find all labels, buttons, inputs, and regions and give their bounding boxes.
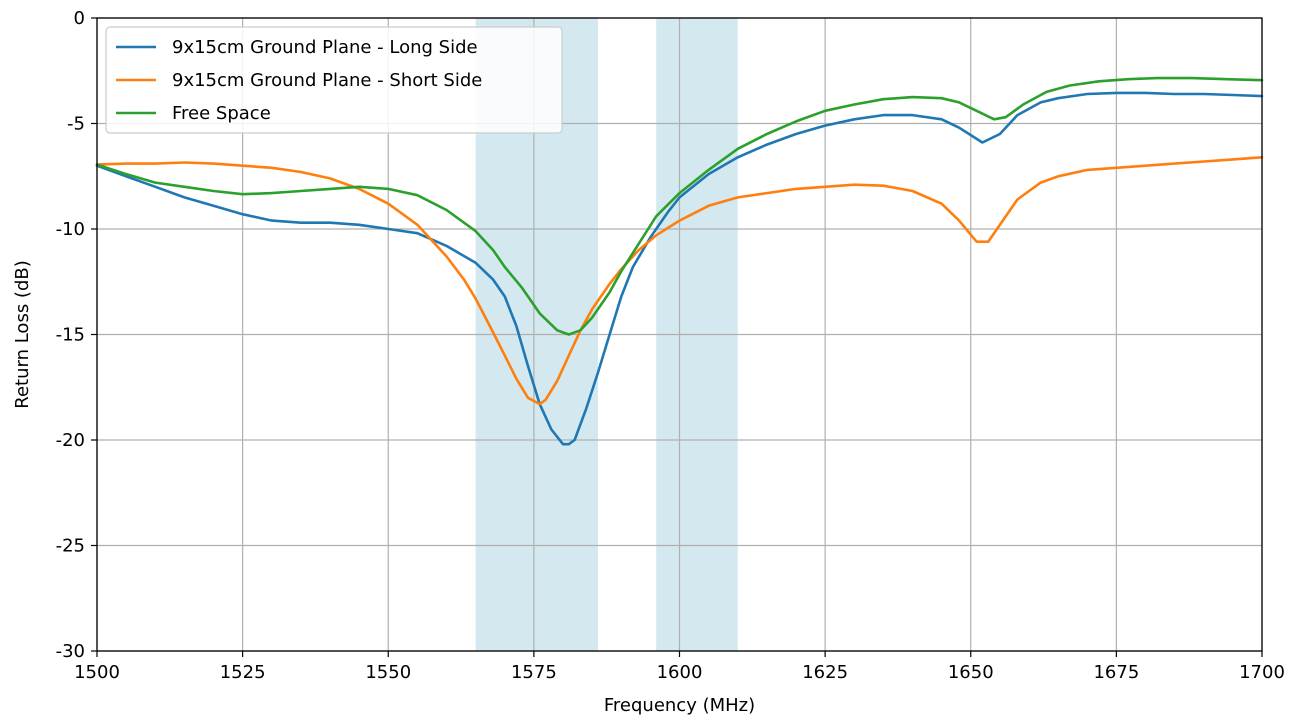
x-tick-label: 1625 — [802, 662, 848, 683]
y-axis: 0 -5 -10 -15 -20 -25 -30 — [56, 8, 97, 662]
x-tick-label: 1650 — [948, 662, 994, 683]
series-line — [95, 91, 1264, 446]
y-tick-label: -15 — [56, 325, 85, 346]
x-tick-label: 1700 — [1239, 662, 1285, 683]
y-tick-label: 0 — [74, 8, 85, 29]
y-tick-label: -20 — [56, 430, 85, 451]
legend-label: Free Space — [172, 103, 271, 124]
x-axis: 1500 1525 1550 1575 1600 1625 1650 1675 1700 — [74, 651, 1285, 683]
series-line — [95, 76, 1264, 336]
y-tick-label: -25 — [56, 536, 85, 557]
x-tick-label: 1525 — [220, 662, 266, 683]
x-tick-label: 1600 — [657, 662, 703, 683]
y-axis-title: Return Loss (dB) — [12, 260, 33, 408]
x-tick-label: 1575 — [511, 662, 557, 683]
x-tick-label: 1500 — [74, 662, 120, 683]
series-lines — [95, 76, 1264, 446]
legend: 9x15cm Ground Plane - Long Side 9x15cm Gr… — [105, 26, 563, 134]
legend-label: 9x15cm Ground Plane - Long Side — [172, 37, 478, 58]
y-tick-label: -30 — [56, 641, 85, 662]
x-tick-label: 1550 — [365, 662, 411, 683]
y-tick-label: -10 — [56, 219, 85, 240]
y-tick-label: -5 — [67, 114, 85, 135]
legend-box — [105, 26, 563, 134]
legend-label: 9x15cm Ground Plane - Short Side — [172, 70, 482, 91]
x-tick-label: 1675 — [1093, 662, 1139, 683]
x-axis-title: Frequency (MHz) — [604, 695, 755, 716]
